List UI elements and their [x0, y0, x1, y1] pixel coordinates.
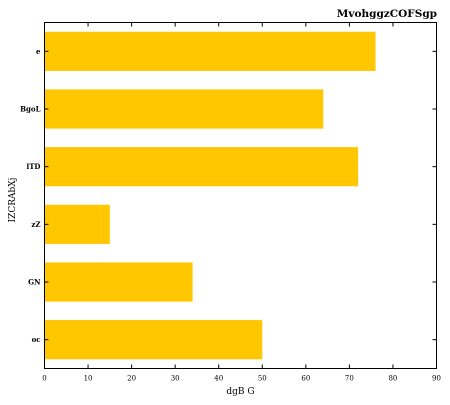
- x-tick-label: 30: [171, 375, 180, 383]
- y-tick-label: lTD: [27, 162, 41, 171]
- x-tick-label: 0: [42, 375, 46, 383]
- y-tick-label: e: [36, 47, 41, 56]
- bar-group: [44, 31, 376, 360]
- plot-frame: [44, 22, 437, 369]
- bar-oc: [44, 320, 263, 360]
- x-axis-title: dgB G: [226, 387, 254, 397]
- y-tick-label: BgoL: [20, 105, 40, 114]
- x-tick-label: 20: [127, 375, 136, 383]
- y-tick-label: GN: [28, 278, 41, 287]
- x-tick-label: 90: [432, 375, 441, 383]
- x-tick-label: 60: [301, 375, 310, 383]
- x-tick-label: 10: [84, 375, 93, 383]
- x-tick-label: 40: [214, 375, 223, 383]
- y-axis-title: IZCRAbXj: [8, 178, 18, 223]
- bar-BgoL: [44, 89, 324, 129]
- y-tick-label: oc: [32, 335, 41, 344]
- bar-GN: [44, 262, 193, 302]
- x-tick-label: 70: [345, 375, 354, 383]
- y-tick-label: zZ: [31, 220, 40, 229]
- bar-zZ: [44, 204, 110, 244]
- chart-title: MvohggzCOFSgp: [337, 8, 437, 20]
- bar-lTD: [44, 147, 359, 187]
- y-axis-ticks: e BgoL lTD zZ GN oc: [20, 47, 437, 344]
- x-tick-label: 80: [388, 375, 397, 383]
- x-tick-label: 50: [258, 375, 267, 383]
- bar-e: [44, 31, 376, 71]
